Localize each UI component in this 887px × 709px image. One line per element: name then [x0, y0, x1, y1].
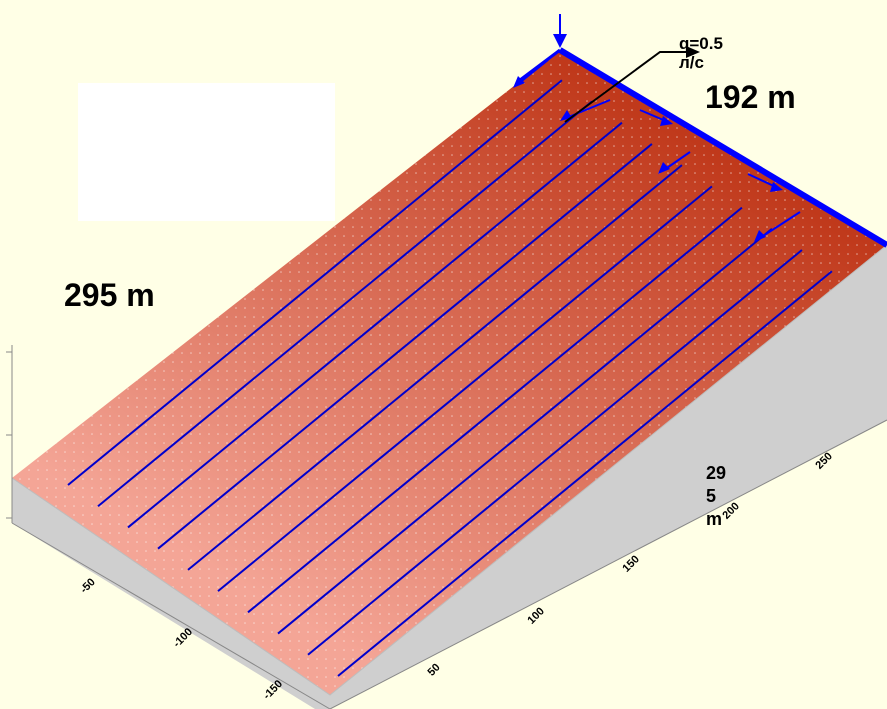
lateral-line: [97, 100, 593, 507]
flow-rate-line2: л/с: [679, 53, 704, 72]
left-side-face: [12, 478, 330, 709]
lateral-line: [217, 185, 713, 592]
lateral-line: [337, 270, 833, 677]
supply-pipe: [558, 47, 887, 248]
inlet-arrow-head: [553, 34, 567, 48]
lateral-line: [307, 249, 803, 656]
lateral-line: [187, 164, 683, 571]
slope-length-right-line3: m: [706, 509, 723, 529]
lateral-line: [157, 143, 653, 550]
lateral-line: [247, 206, 743, 614]
slope-length-right-label: 29 5 m: [706, 462, 726, 531]
supply-pipe-left: [519, 48, 561, 82]
flow-leader-arrowhead: [686, 46, 700, 58]
flow-rate-line1: q=0.5: [679, 34, 723, 53]
right-side-face: [330, 245, 887, 709]
left-axis-line: [11, 522, 331, 709]
slope-length-right-line2: 5: [706, 486, 717, 506]
lateral-lines: [67, 79, 833, 677]
flow-rate-label: q=0.5 л/с: [679, 34, 723, 72]
surface-left-edge: [11, 244, 887, 696]
top-edge-length-label: 192 m: [705, 79, 796, 115]
lateral-line: [277, 228, 773, 635]
right-axis-line: [329, 419, 887, 709]
slope-length-right-line1: 29: [706, 463, 727, 483]
slope-length-label: 295 m: [64, 277, 155, 313]
flow-leader-line: [564, 51, 692, 123]
blank-panel: [78, 83, 335, 221]
lateral-line: [67, 79, 563, 486]
lateral-line: [127, 121, 623, 529]
